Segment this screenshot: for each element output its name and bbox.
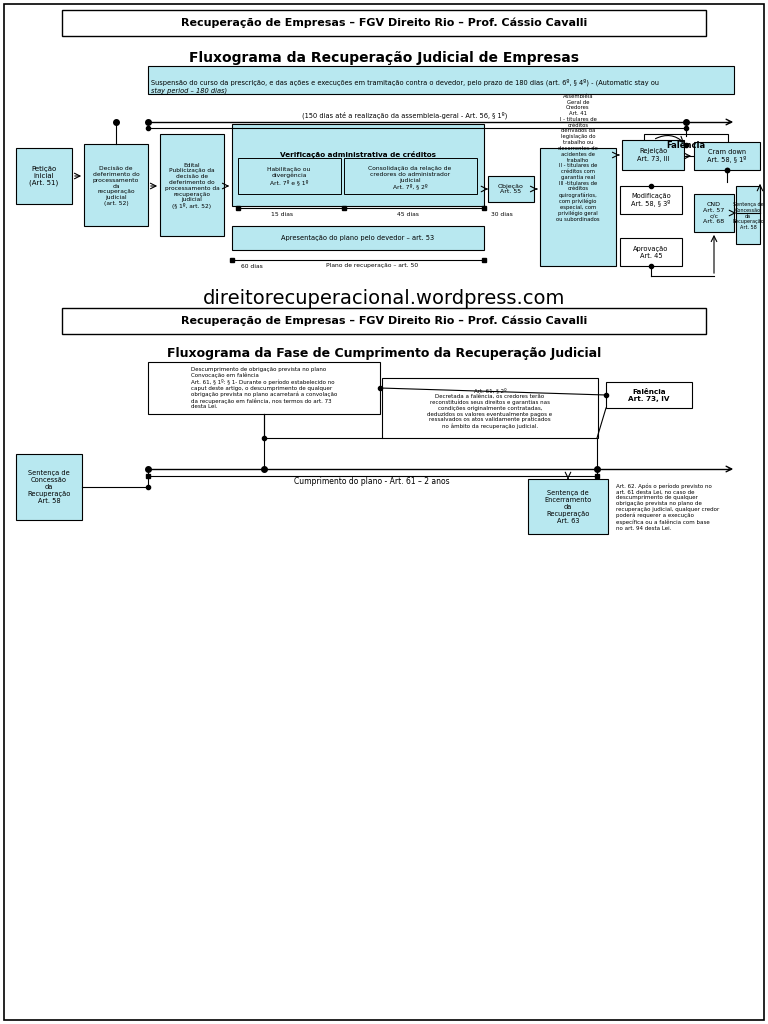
- Text: Art. 61, § 2º
Decretada a falência, os credores terão
reconstituídos seus direit: Art. 61, § 2º Decretada a falência, os c…: [428, 387, 552, 429]
- Text: Falência: Falência: [667, 140, 706, 150]
- Text: Decisão de
deferimento do
processamento
da
recuperação
judicial
(art. 52): Decisão de deferimento do processamento …: [93, 166, 139, 206]
- FancyBboxPatch shape: [528, 479, 608, 534]
- Text: Sentença de
Encerramento
da
Recuperação
Art. 63: Sentença de Encerramento da Recuperação …: [545, 490, 591, 524]
- FancyBboxPatch shape: [620, 186, 682, 214]
- FancyBboxPatch shape: [382, 378, 598, 438]
- FancyBboxPatch shape: [694, 194, 734, 232]
- Text: Verificação administrativa de créditos: Verificação administrativa de créditos: [280, 151, 436, 158]
- Text: Art. 62. Após o período previsto no
art. 61 desta Lei, no caso de
descumprimento: Art. 62. Após o período previsto no art.…: [616, 483, 720, 530]
- Text: Habilitação ou
divergência
Art. 7º e § 1º: Habilitação ou divergência Art. 7º e § 1…: [267, 167, 310, 185]
- Text: Petição
inicial
(Art. 51): Petição inicial (Art. 51): [29, 166, 58, 186]
- Text: Modificação
Art. 58, § 3º: Modificação Art. 58, § 3º: [631, 193, 671, 207]
- Text: (150 dias até a realização da assembleia-geral - Art. 56, § 1º): (150 dias até a realização da assembleia…: [303, 112, 508, 119]
- FancyBboxPatch shape: [540, 148, 616, 266]
- Text: Falência
Art. 73, IV: Falência Art. 73, IV: [628, 388, 670, 401]
- Text: Sentença de
Concessão
da
Recuperação
Art. 58: Sentença de Concessão da Recuperação Art…: [732, 202, 764, 230]
- Text: 45 dias: 45 dias: [397, 212, 419, 216]
- Text: Assembléia
Geral de
Credores
Art. 41
I - titulares de
créditos
derivados da
legi: Assembléia Geral de Credores Art. 41 I -…: [556, 94, 600, 222]
- Text: Cumprimento do plano - Art. 61 – 2 anos: Cumprimento do plano - Art. 61 – 2 anos: [294, 477, 450, 486]
- FancyBboxPatch shape: [16, 454, 82, 520]
- FancyBboxPatch shape: [488, 176, 534, 202]
- Text: Sentença de
Concessão
da
Recuperação
Art. 58: Sentença de Concessão da Recuperação Art…: [28, 470, 71, 504]
- Text: stay period – 180 dias): stay period – 180 dias): [151, 88, 227, 94]
- Text: direitorecuperacional.wordpress.com: direitorecuperacional.wordpress.com: [203, 289, 565, 307]
- Text: Plano de recuperação – art. 50: Plano de recuperação – art. 50: [326, 263, 418, 268]
- Text: Edital
Publicização da
decisão de
deferimento do
processamento da
recuperação
ju: Edital Publicização da decisão de deferi…: [164, 163, 220, 209]
- Text: 15 dias: 15 dias: [271, 212, 293, 216]
- FancyBboxPatch shape: [148, 66, 734, 94]
- Text: Aprovação
Art. 45: Aprovação Art. 45: [634, 246, 669, 258]
- FancyBboxPatch shape: [160, 134, 224, 236]
- Text: Rejeição
Art. 73, III: Rejeição Art. 73, III: [637, 148, 669, 162]
- FancyBboxPatch shape: [62, 308, 706, 334]
- Text: 60 dias: 60 dias: [241, 263, 263, 268]
- Text: Objeção
Art. 55: Objeção Art. 55: [498, 183, 524, 195]
- FancyBboxPatch shape: [238, 158, 341, 194]
- FancyBboxPatch shape: [644, 134, 728, 156]
- Text: Fluxograma da Fase de Cumprimento da Recuperação Judicial: Fluxograma da Fase de Cumprimento da Rec…: [167, 347, 601, 360]
- FancyBboxPatch shape: [62, 10, 706, 36]
- Text: Apresentação do plano pelo devedor – art. 53: Apresentação do plano pelo devedor – art…: [281, 234, 435, 241]
- FancyBboxPatch shape: [694, 142, 760, 170]
- Text: Recuperação de Empresas – FGV Direito Rio – Prof. Cássio Cavalli: Recuperação de Empresas – FGV Direito Ri…: [181, 315, 587, 327]
- Text: Fluxograma da Recuperação Judicial de Empresas: Fluxograma da Recuperação Judicial de Em…: [189, 51, 579, 65]
- FancyBboxPatch shape: [620, 238, 682, 266]
- FancyBboxPatch shape: [736, 186, 760, 244]
- Text: Recuperação de Empresas – FGV Direito Rio – Prof. Cássio Cavalli: Recuperação de Empresas – FGV Direito Ri…: [181, 17, 587, 29]
- FancyBboxPatch shape: [622, 140, 684, 170]
- FancyBboxPatch shape: [16, 148, 72, 204]
- Text: CND
Art. 57
c/c
Art. 68: CND Art. 57 c/c Art. 68: [703, 202, 725, 224]
- FancyBboxPatch shape: [84, 144, 148, 226]
- FancyBboxPatch shape: [232, 226, 484, 250]
- FancyBboxPatch shape: [606, 382, 692, 408]
- Text: Descumprimento de obrigação prevista no plano
Convocação em falência
Art. 61, § : Descumprimento de obrigação prevista no …: [190, 367, 337, 410]
- Text: 30 dias: 30 dias: [491, 212, 513, 216]
- FancyBboxPatch shape: [232, 124, 484, 206]
- Text: Consolidação da relação de
credores do administrador
judicial
Art. 7º, § 2º: Consolidação da relação de credores do a…: [369, 166, 452, 189]
- Text: Suspensão do curso da prescrição, e das ações e execuções em tramitação contra o: Suspensão do curso da prescrição, e das …: [151, 78, 659, 86]
- Text: Cram down
Art. 58, § 1º: Cram down Art. 58, § 1º: [707, 148, 746, 163]
- FancyBboxPatch shape: [148, 362, 380, 414]
- FancyBboxPatch shape: [344, 158, 477, 194]
